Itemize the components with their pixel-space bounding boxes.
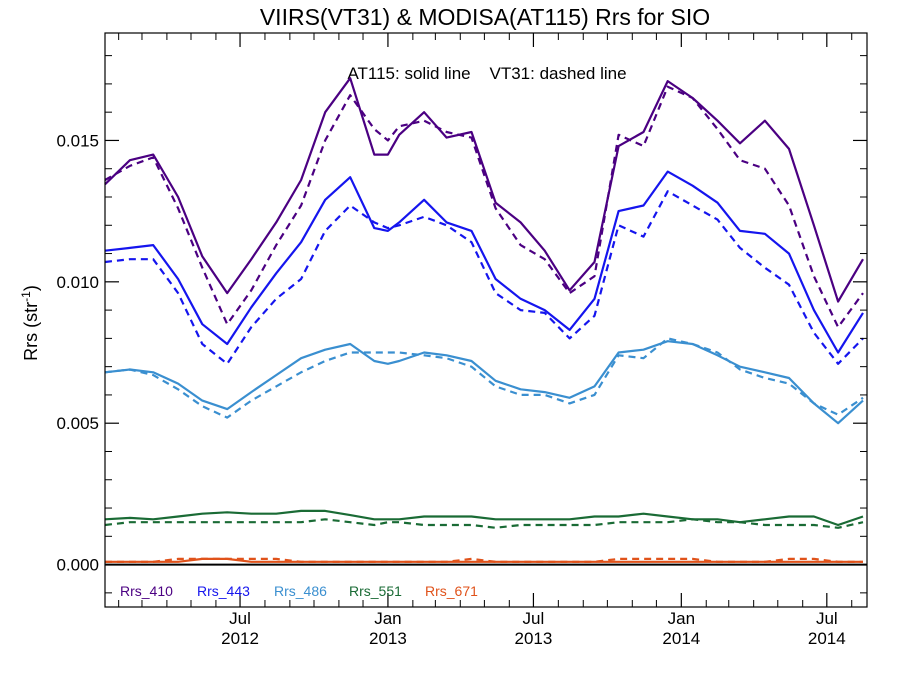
x-tick-label-month: Jan [668,609,695,628]
legend-entry-rrs-551: Rrs_551 [349,583,402,599]
series-rrs-410-at115 [104,77,864,303]
chart-title: VIIRS(VT31) & MODISA(AT115) Rrs for SIO [260,4,710,30]
legend: Rrs_410 Rrs_443 Rrs_486 Rrs_551 Rrs_671 [120,583,478,599]
y-tick-label: 0.010 [56,273,99,292]
x-tick-label-year: 2013 [515,629,553,648]
legend-entry-rrs-671: Rrs_671 [425,583,478,599]
x-tick-label-year: 2014 [662,629,700,648]
x-tick-label-month: Jul [229,609,251,628]
legend-entry-rrs-486: Rrs_486 [274,583,327,599]
y-tick-label: 0.015 [56,131,99,150]
series-rrs-410-vt31 [104,85,864,329]
legend-entry-rrs-410: Rrs_410 [120,583,173,599]
y-axis-label: Rrs (str-1) [19,285,41,361]
x-tick-label-month: Jul [523,609,545,628]
axes-layer: 0.0000.0050.0100.015Jul2012Jan2013Jul201… [56,32,868,648]
series-rrs-486-at115 [104,340,864,425]
series-layer [104,77,867,566]
series-rrs-443-at115 [104,170,864,354]
x-tick-label-year: 2013 [369,629,407,648]
series-rrs-551-vt31 [104,518,864,529]
x-tick-label-year: 2012 [221,629,259,648]
y-tick-label: 0.000 [56,556,99,575]
series-rrs-486-vt31 [104,337,864,419]
y-tick-label: 0.005 [56,414,99,433]
series-rrs-443-vt31 [104,190,864,365]
plot-frame [104,32,868,608]
line-style-annotation: AT115: solid line VT31: dashed line [347,64,626,83]
legend-entry-rrs-443: Rrs_443 [197,583,250,599]
x-tick-label-month: Jan [374,609,401,628]
x-tick-label-year: 2014 [808,629,846,648]
series-rrs-671-vt31 [105,557,863,563]
x-tick-label-month: Jul [816,609,838,628]
